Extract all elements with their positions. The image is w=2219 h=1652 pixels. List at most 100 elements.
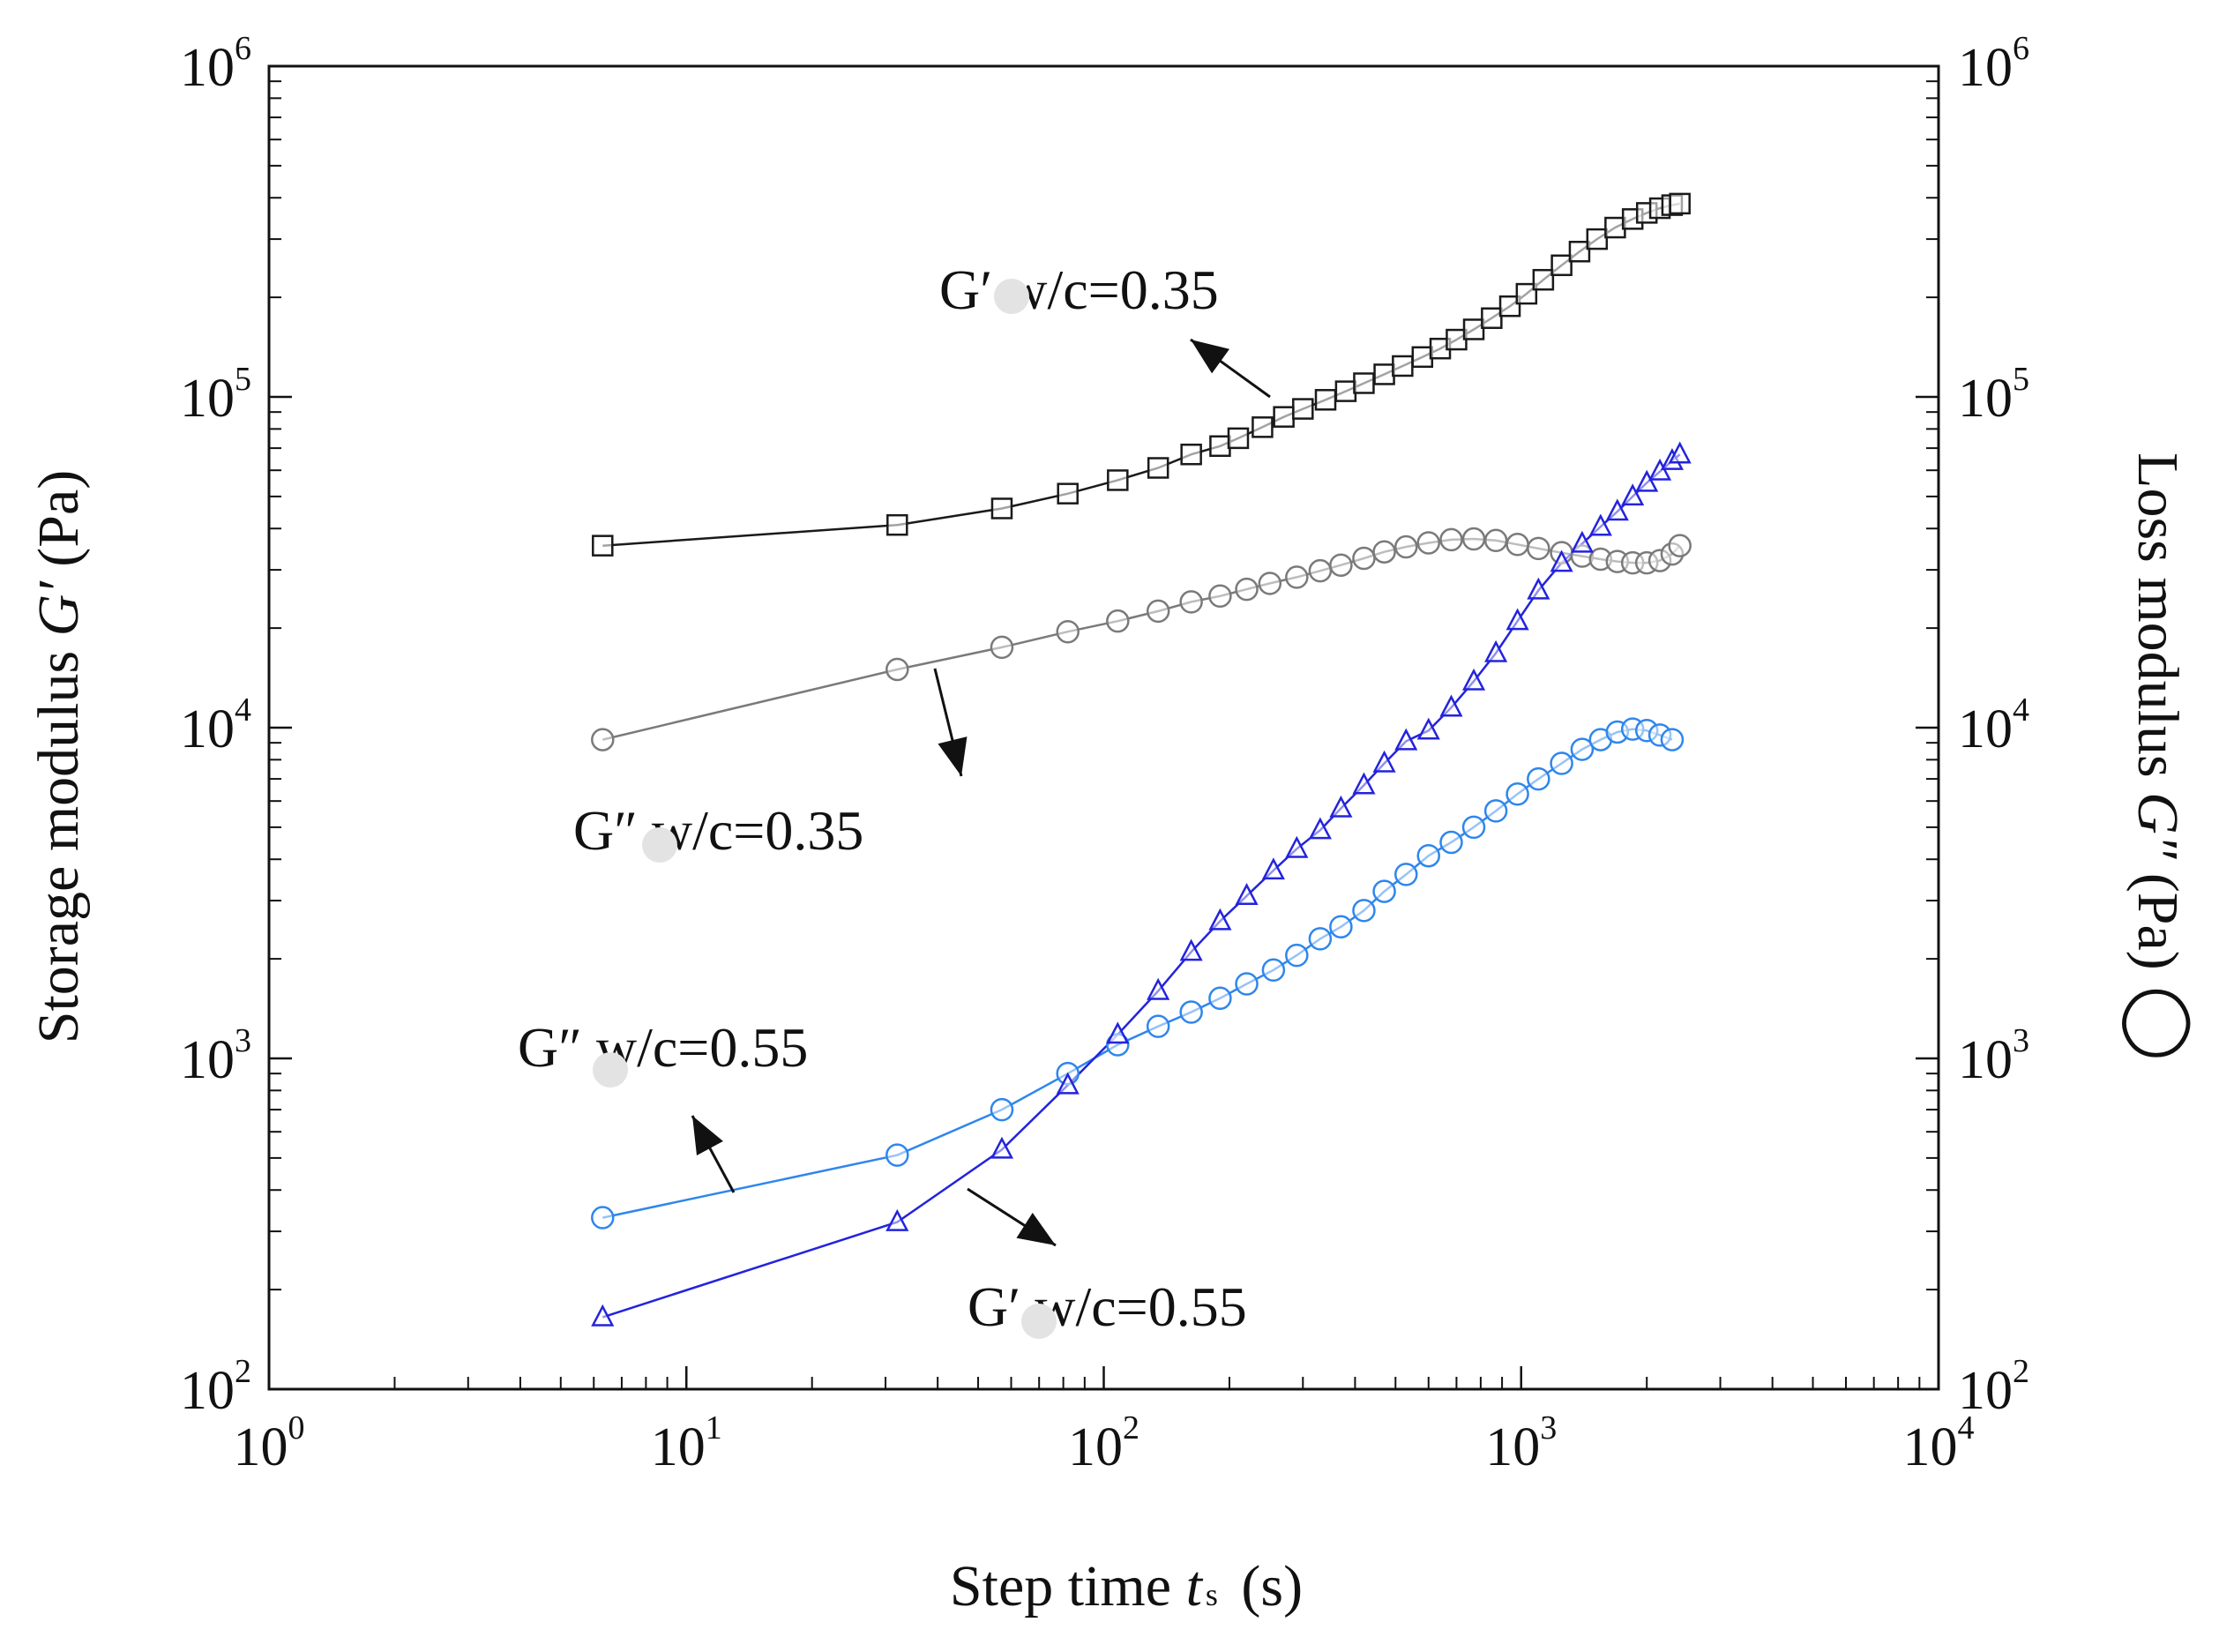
data-point — [1334, 380, 1357, 402]
data-point — [1550, 254, 1573, 277]
y-tick-label: 104 — [180, 691, 251, 759]
data-point — [1308, 558, 1333, 583]
data-point — [1329, 915, 1353, 939]
series-lines — [601, 202, 1681, 1319]
data-point — [885, 1143, 909, 1167]
data-point — [1273, 406, 1295, 428]
data-point — [1621, 483, 1645, 506]
data-point — [1372, 879, 1396, 903]
data-point — [1235, 577, 1259, 602]
x-tick-label: 104 — [1903, 1409, 1975, 1477]
data-point — [1227, 427, 1250, 450]
data-point — [1285, 943, 1309, 968]
data-point — [1411, 346, 1434, 369]
data-point — [1532, 268, 1555, 291]
data-point — [1372, 750, 1396, 773]
data-point — [1568, 241, 1591, 263]
data-point — [1462, 318, 1485, 340]
data-point — [1550, 549, 1573, 572]
data-point — [1329, 795, 1353, 818]
data-point — [1394, 728, 1418, 751]
data-point — [1461, 668, 1486, 691]
data-point — [1372, 540, 1396, 564]
data-point — [1314, 389, 1337, 411]
data-point — [1505, 533, 1529, 557]
data-point — [1586, 228, 1609, 250]
y-tick-label: 105 — [180, 361, 251, 429]
data-point — [1394, 863, 1418, 886]
axis-tick-labels: 100 101 102 103 1041021031041051061021031041… — [180, 30, 2029, 1477]
data-point — [1353, 372, 1375, 394]
data-point — [885, 1208, 909, 1231]
data-point — [1292, 398, 1314, 420]
data-point — [885, 657, 909, 682]
data-point — [1179, 938, 1203, 961]
annotation-dot — [642, 827, 677, 863]
data-point — [1208, 986, 1232, 1011]
data-point — [1461, 527, 1486, 551]
data-point — [1258, 572, 1282, 595]
data-point — [1392, 355, 1414, 377]
data-point — [1261, 857, 1285, 880]
data-point — [1660, 728, 1685, 751]
arrow-head — [938, 736, 968, 776]
data-point — [1057, 482, 1079, 505]
data-point — [990, 497, 1013, 520]
y2-tick-label: 104 — [1958, 691, 2029, 759]
data-point — [1461, 815, 1486, 840]
arrow-head — [1016, 1213, 1056, 1245]
data-point — [1635, 469, 1659, 492]
data-point — [1352, 546, 1376, 571]
data-point — [1605, 498, 1629, 521]
data-point — [591, 1206, 615, 1230]
data-point — [1416, 843, 1441, 868]
annotation-dot — [1021, 1304, 1057, 1339]
data-point — [1668, 441, 1692, 464]
data-point — [1056, 619, 1080, 644]
data-point — [1498, 295, 1521, 318]
data-point — [1208, 908, 1232, 931]
data-point — [1439, 527, 1463, 552]
axis-ticks — [267, 64, 1940, 1391]
data-point — [591, 1304, 615, 1327]
series-line-1 — [602, 537, 1681, 741]
y2-tick-label: 106 — [1958, 30, 2029, 98]
data-point — [1527, 577, 1550, 600]
data-point — [1056, 1072, 1080, 1095]
data-point — [1146, 599, 1170, 624]
y-tick-label: 102 — [180, 1353, 251, 1421]
data-point — [990, 1136, 1014, 1159]
series-markers — [591, 192, 1692, 1327]
data-point — [990, 635, 1014, 660]
data-point — [592, 534, 614, 557]
data-point — [1208, 584, 1232, 609]
data-point — [1179, 590, 1203, 614]
y2-axis-title: Loss modulus G″ (Pa)◯ — [2122, 452, 2198, 1061]
data-point — [1209, 435, 1231, 458]
data-point — [1106, 609, 1130, 633]
data-point — [1107, 469, 1129, 491]
x-tick-label: 103 — [1485, 1409, 1557, 1477]
data-point — [1261, 958, 1286, 983]
data-point — [1527, 766, 1550, 791]
annotation-dot — [994, 279, 1029, 314]
data-point — [1235, 883, 1259, 905]
data-point — [1180, 443, 1202, 466]
data-point — [1352, 899, 1376, 923]
data-point — [1439, 694, 1463, 717]
data-point — [1146, 1014, 1170, 1038]
y2-tick-label: 103 — [1958, 1022, 2029, 1090]
data-point — [1527, 536, 1550, 561]
data-point — [1308, 927, 1333, 951]
x-tick-label: 102 — [1068, 1409, 1139, 1477]
annotation-g-double-prime-055: G″ w/c=0.55 — [518, 1016, 808, 1079]
data-point — [1251, 416, 1274, 438]
annotation-arrows — [691, 338, 1271, 1247]
data-point — [1505, 608, 1529, 631]
data-point — [1416, 531, 1441, 555]
data-point — [1483, 799, 1508, 823]
data-point — [1352, 772, 1376, 795]
data-point — [1505, 781, 1529, 806]
